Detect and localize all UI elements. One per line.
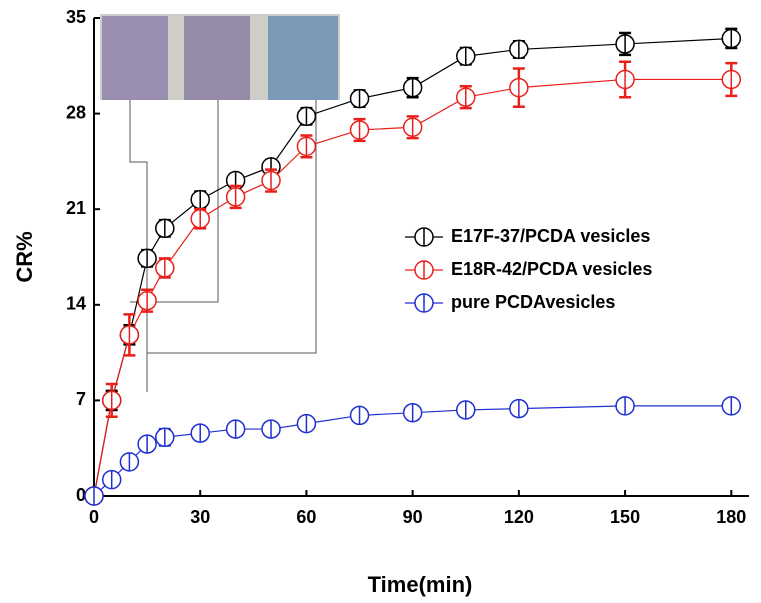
connector-line [130, 100, 219, 303]
y-tick-label: 14 [66, 294, 86, 314]
vial-purple [184, 16, 250, 100]
y-tick-label: 7 [76, 389, 86, 409]
legend-label: E18R-42/PCDA vesicles [451, 259, 652, 279]
y-tick-label: 28 [66, 102, 86, 122]
x-tick-label: 90 [403, 507, 423, 527]
x-tick-label: 180 [716, 507, 746, 527]
x-tick-label: 60 [296, 507, 316, 527]
legend-label: E17F-37/PCDA vesicles [451, 226, 650, 246]
connectors [129, 100, 317, 392]
x-axis-label: Time(min) [368, 572, 473, 597]
vial-blue [268, 16, 338, 100]
connector-line [147, 100, 317, 354]
y-tick-label: 0 [76, 485, 86, 505]
y-tick-label: 35 [66, 7, 86, 27]
x-tick-label: 120 [504, 507, 534, 527]
series-line [93, 78, 732, 497]
x-tick-label: 150 [610, 507, 640, 527]
x-tick-label: 0 [89, 507, 99, 527]
y-tick-label: 21 [66, 198, 86, 218]
inset-photo [100, 14, 340, 100]
x-tick-label: 30 [190, 507, 210, 527]
vial-purple [102, 16, 168, 100]
legend-label: pure PCDAvesicles [451, 292, 615, 312]
y-axis-label: CR% [12, 231, 37, 282]
connector-line [129, 100, 148, 392]
